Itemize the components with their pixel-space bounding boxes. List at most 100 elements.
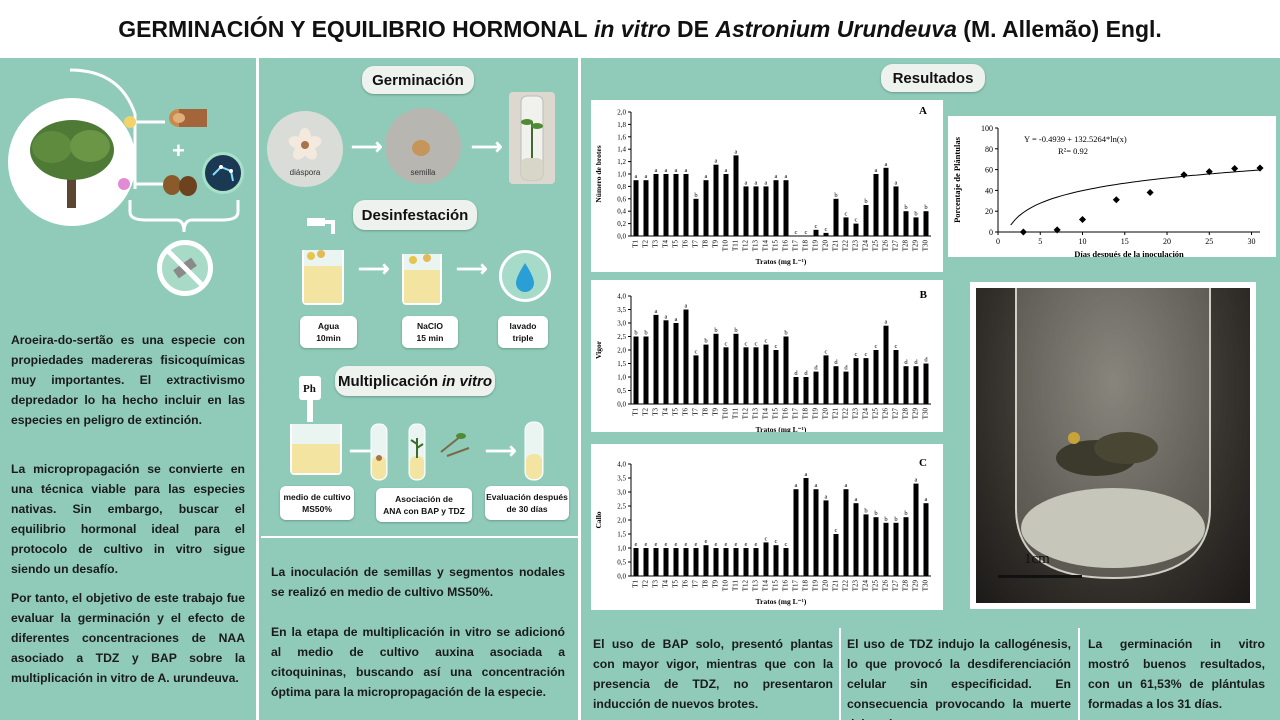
- bar-letter-label: a: [635, 173, 638, 180]
- bar: [843, 371, 849, 404]
- data-point: [1112, 196, 1120, 204]
- x-tick-label: T25: [872, 240, 880, 252]
- bar-letter-label: b: [644, 330, 647, 337]
- y-tick-label: 0,2: [617, 220, 626, 228]
- data-point: [1180, 171, 1188, 179]
- x-tick-label: T20: [822, 240, 830, 252]
- tubes-icon: [365, 422, 477, 489]
- bar-letter-label: a: [765, 179, 768, 186]
- x-tick-label: T13: [752, 240, 760, 252]
- result-conclusion-2: El uso de TDZ indujo la callogénesis, lo…: [847, 637, 1071, 720]
- bar-letter-label: a: [715, 158, 718, 165]
- seed-label: semilla: [410, 168, 436, 177]
- bar-letter-label: c: [845, 210, 848, 217]
- x-tick-label: T24: [862, 408, 870, 420]
- bar-letter-label: c: [765, 338, 768, 345]
- bar: [803, 478, 809, 576]
- bar-letter-label: b: [884, 516, 887, 523]
- bar: [783, 336, 789, 404]
- x-tick-label: T23: [852, 408, 860, 420]
- y-tick-label: 60: [985, 166, 993, 175]
- bar-letter-label: e: [675, 541, 678, 548]
- chart-c: 0,0 0,5 1,0 1,5 2,0 2,5 3,0 3,5 4,0 e T1 e T2 e T3 e T4 e…: [591, 444, 943, 610]
- arrow-icon: ⟶: [456, 256, 488, 281]
- results-column: Resultados 0,0 0,2 0,4 0,6 0,8 1,0 1,2 1,4 1,6 1,…: [583, 58, 1280, 720]
- y-tick-label: 2,0: [617, 347, 626, 355]
- x-tick-label: T11: [732, 580, 740, 592]
- bar-letter-label: d: [834, 359, 838, 366]
- bar: [763, 542, 769, 576]
- y-tick-label: 0,4: [617, 208, 626, 216]
- bar: [723, 174, 729, 236]
- y-tick-label: 1,5: [617, 360, 626, 368]
- bar-letter-label: e: [695, 541, 698, 548]
- arrow-icon: ⟶: [471, 134, 503, 159]
- x-tick-label: T23: [852, 240, 860, 252]
- methods-paragraph-1: La inoculación de semillas y segmentos n…: [271, 565, 565, 599]
- x-tick-label: 25: [1205, 237, 1213, 246]
- bar-letter-label: b: [734, 327, 737, 334]
- medium-label: medio de cultivo MS50%: [280, 486, 354, 520]
- x-tick-label: 5: [1038, 237, 1042, 246]
- x-tick-label: T6: [682, 580, 690, 588]
- y-tick-label: 0,5: [617, 387, 626, 395]
- x-tick-label: 10: [1079, 237, 1087, 246]
- y-tick-label: 4,0: [617, 461, 626, 469]
- bar: [633, 180, 639, 236]
- y-axis-title: Número de brotes: [594, 145, 603, 202]
- bar: [743, 347, 749, 404]
- bar: [703, 180, 709, 236]
- x-tick-label: 30: [1248, 237, 1256, 246]
- seedling-photo: [509, 92, 555, 184]
- bar-letter-label: d: [924, 357, 928, 364]
- bar-letter-label: c: [865, 351, 868, 358]
- x-tick-label: T30: [922, 580, 930, 592]
- evaluation-tube-icon: [519, 420, 549, 487]
- bar-letter-label: b: [694, 192, 697, 199]
- bar: [893, 186, 899, 236]
- y-tick-label: 3,0: [617, 320, 626, 328]
- bar-letter-label: d: [904, 359, 908, 366]
- title-part2: in vitro: [593, 15, 671, 42]
- x-tick-label: T26: [882, 580, 890, 592]
- data-point: [1019, 228, 1027, 236]
- x-tick-label: T3: [652, 240, 660, 248]
- y-axis-title: Vigor: [594, 340, 603, 359]
- x-axis-title: Tratos (mg L⁻¹): [756, 257, 807, 266]
- bar-letter-label: c: [895, 343, 898, 350]
- x-tick-label: T12: [742, 240, 750, 252]
- bar-letter-label: b: [704, 338, 707, 345]
- x-tick-label: T2: [642, 240, 650, 248]
- bar: [873, 517, 879, 576]
- x-tick-label: T2: [642, 580, 650, 588]
- bar: [833, 198, 839, 236]
- x-tick-label: T16: [782, 580, 790, 592]
- x-tick-label: T29: [912, 240, 920, 252]
- bar-letter-label: e: [755, 541, 758, 548]
- x-tick-label: T15: [772, 240, 780, 252]
- y-tick-label: 4,0: [617, 293, 626, 301]
- bar-letter-label: c: [805, 229, 808, 236]
- bar: [653, 548, 659, 576]
- bar: [853, 223, 859, 236]
- x-tick-label: T7: [692, 580, 700, 588]
- bar-letter-label: b: [914, 210, 917, 217]
- bar: [673, 174, 679, 236]
- x-tick-label: T4: [662, 580, 670, 588]
- bar-letter-label: c: [825, 348, 828, 355]
- x-tick-label: T7: [692, 408, 700, 416]
- x-tick-label: T6: [682, 408, 690, 416]
- chart-b: 0,0 0,5 1,0 1,5 2,0 2,5 3,0 3,5 4,0 b T1 b T2 a T3 a T4 a…: [591, 280, 943, 434]
- x-tick-label: T12: [742, 408, 750, 420]
- x-tick-label: T28: [902, 240, 910, 252]
- x-tick-label: T13: [752, 580, 760, 592]
- x-tick-label: T15: [772, 408, 780, 420]
- bar-letter-label: d: [804, 370, 808, 377]
- x-tick-label: T8: [702, 580, 710, 588]
- bar: [663, 548, 669, 576]
- bar-letter-label: c: [825, 226, 828, 233]
- bar-letter-label: a: [655, 167, 658, 174]
- bar-letter-label: a: [685, 167, 688, 174]
- x-tick-label: T22: [842, 580, 850, 592]
- bar: [773, 180, 779, 236]
